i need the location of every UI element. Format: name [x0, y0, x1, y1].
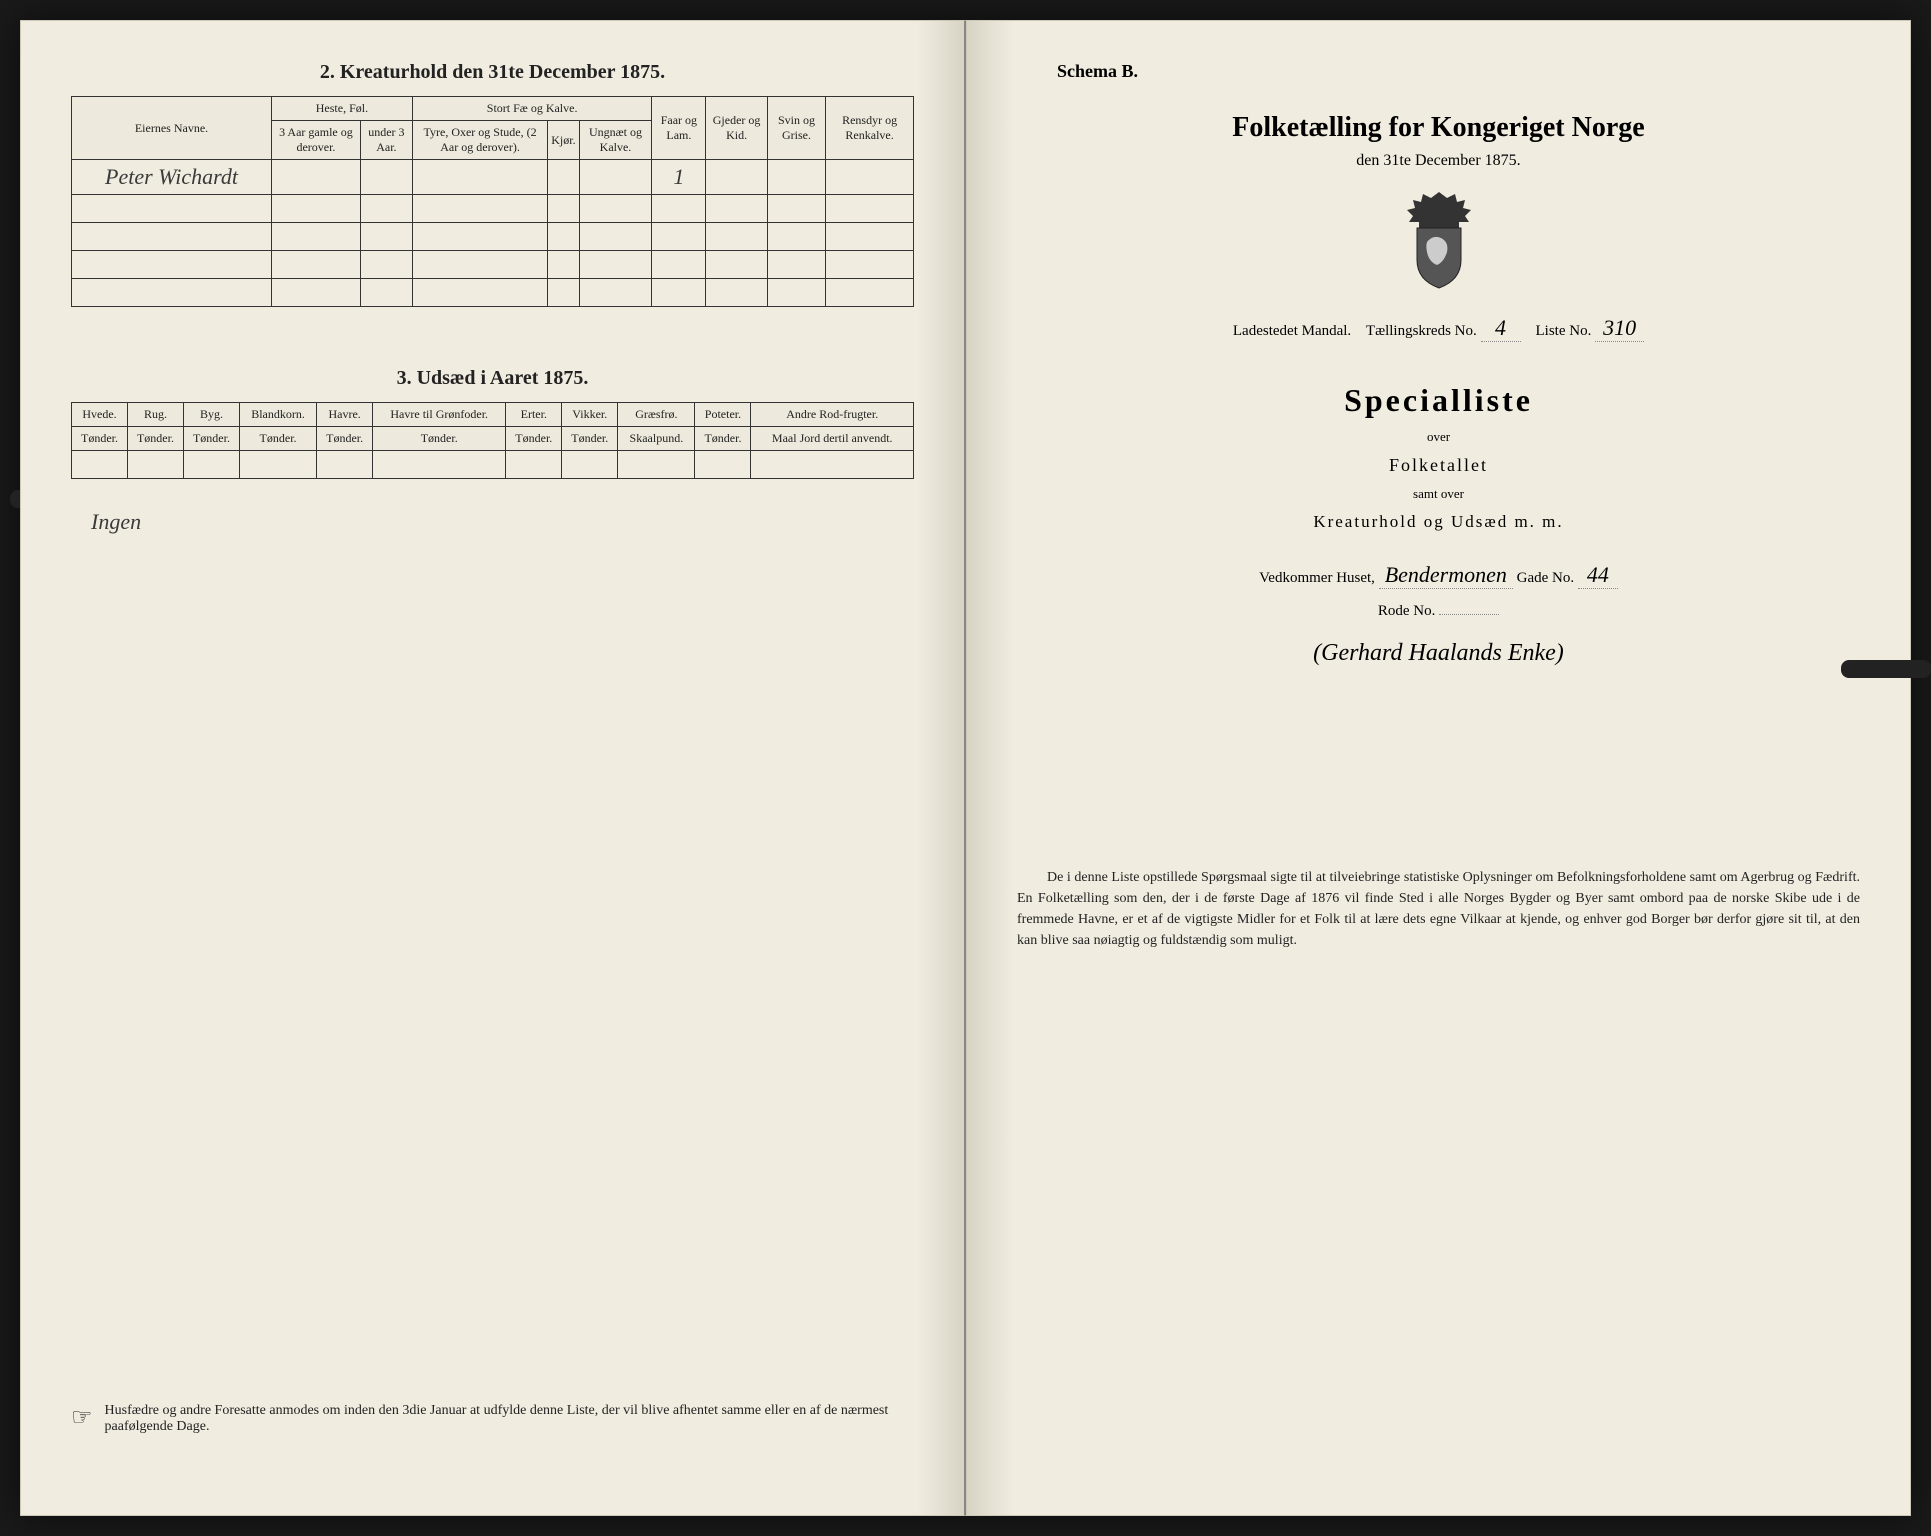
col-fae-sub1: Tyre, Oxer og Stude, (2 Aar og derover).: [412, 121, 547, 160]
main-title: Folketælling for Kongeriget Norge: [1017, 112, 1860, 144]
col-heste-sub1: 3 Aar gamle og derover.: [272, 121, 361, 160]
col-poteter: Poteter.: [695, 403, 751, 427]
section3: 3. Udsæd i Aaret 1875. Hvede. Rug. Byg. …: [71, 367, 914, 535]
gade-label: Gade No.: [1517, 570, 1574, 586]
col-byg: Byg.: [183, 403, 239, 427]
kreatur-label: Kreaturhold og Udsæd m. m.: [1017, 512, 1860, 532]
rode-label: Rode No.: [1378, 603, 1436, 619]
faar-count: 1: [652, 160, 706, 195]
owner-name: Peter Wichardt: [72, 160, 272, 195]
left-page: 2. Kreaturhold den 31te December 1875. E…: [20, 20, 966, 1516]
sub-tonder: Tønder.: [695, 427, 751, 451]
rode-value: [1439, 614, 1499, 615]
seed-note: Ingen: [91, 509, 914, 535]
kreds-value: 4: [1481, 315, 1521, 342]
livestock-table: Eiernes Navne. Heste, Føl. Stort Fæ og K…: [71, 96, 914, 307]
section2-title: 2. Kreaturhold den 31te December 1875.: [71, 61, 914, 84]
place-label: Ladestedet Mandal.: [1233, 323, 1351, 339]
col-faar: Faar og Lam.: [652, 97, 706, 160]
sub-tonder: Tønder.: [317, 427, 373, 451]
owner-signature: (Gerhard Haalands Enke): [1017, 640, 1860, 667]
col-fae: Stort Fæ og Kalve.: [412, 97, 651, 121]
meta-line: Ladestedet Mandal. Tællingskreds No. 4 L…: [1017, 315, 1860, 342]
liste-label: Liste No.: [1536, 323, 1592, 339]
specialliste-title: Specialliste: [1017, 382, 1860, 419]
folketallet-label: Folketallet: [1017, 455, 1860, 476]
seed-table: Hvede. Rug. Byg. Blandkorn. Havre. Havre…: [71, 402, 914, 479]
col-vikker: Vikker.: [562, 403, 618, 427]
gade-value: 44: [1578, 562, 1618, 589]
footer-text: Husfædre og andre Foresatte anmodes om i…: [105, 1403, 914, 1435]
col-fae-sub2: Kjør.: [548, 121, 579, 160]
sub-tonder: Tønder.: [127, 427, 183, 451]
house-line: Vedkommer Huset, Bendermonen Gade No. 44: [1017, 562, 1860, 589]
col-heste: Heste, Føl.: [272, 97, 413, 121]
sub-tonder: Tønder.: [239, 427, 316, 451]
bottom-paragraph: De i denne Liste opstillede Spørgsmaal s…: [1017, 867, 1860, 951]
rode-line: Rode No.: [1017, 603, 1860, 620]
col-rensdyr: Rensdyr og Renkalve.: [826, 97, 914, 160]
sub-jord: Maal Jord dertil anvendt.: [751, 427, 914, 451]
house-label: Vedkommer Huset,: [1259, 570, 1375, 586]
col-blandkorn: Blandkorn.: [239, 403, 316, 427]
col-erter: Erter.: [506, 403, 562, 427]
col-name: Eiernes Navne.: [72, 97, 272, 160]
sub-tonder: Tønder.: [562, 427, 618, 451]
coat-of-arms-icon: [1017, 190, 1860, 295]
pointing-hand-icon: ☞: [71, 1403, 93, 1435]
sub-tonder: Tønder.: [183, 427, 239, 451]
over-label: over: [1017, 429, 1860, 445]
kreds-label: Tællingskreds No.: [1366, 323, 1477, 339]
table-row: [72, 223, 914, 251]
footer-note: ☞ Husfædre og andre Foresatte anmodes om…: [71, 1403, 914, 1435]
col-hvede: Hvede.: [72, 403, 128, 427]
col-rug: Rug.: [127, 403, 183, 427]
table-row: Peter Wichardt 1: [72, 160, 914, 195]
right-page: Schema B. Folketælling for Kongeriget No…: [966, 20, 1911, 1516]
table-row: [72, 279, 914, 307]
sub-tonder: Tønder.: [72, 427, 128, 451]
liste-value: 310: [1595, 315, 1644, 342]
binder-clip-right: [1841, 660, 1931, 678]
house-name: Bendermonen: [1379, 562, 1513, 589]
book-spread: 2. Kreaturhold den 31te December 1875. E…: [20, 20, 1911, 1516]
col-svin: Svin og Grise.: [767, 97, 825, 160]
sub-skaalpund: Skaalpund.: [618, 427, 695, 451]
samt-over-label: samt over: [1017, 486, 1860, 502]
schema-label: Schema B.: [1057, 61, 1860, 82]
section3-title: 3. Udsæd i Aaret 1875.: [71, 367, 914, 390]
sub-title: den 31te December 1875.: [1017, 152, 1860, 170]
table-row: [72, 251, 914, 279]
table-row: [72, 195, 914, 223]
sub-tonder: Tønder.: [373, 427, 506, 451]
col-gjeder: Gjeder og Kid.: [706, 97, 767, 160]
col-fae-sub3: Ungnæt og Kalve.: [579, 121, 652, 160]
col-rodfrugter: Andre Rod-frugter.: [751, 403, 914, 427]
col-graesfro: Græsfrø.: [618, 403, 695, 427]
col-havre: Havre.: [317, 403, 373, 427]
sub-tonder: Tønder.: [506, 427, 562, 451]
col-heste-sub2: under 3 Aar.: [360, 121, 412, 160]
table-row: [72, 451, 914, 479]
col-havre-gron: Havre til Grønfoder.: [373, 403, 506, 427]
